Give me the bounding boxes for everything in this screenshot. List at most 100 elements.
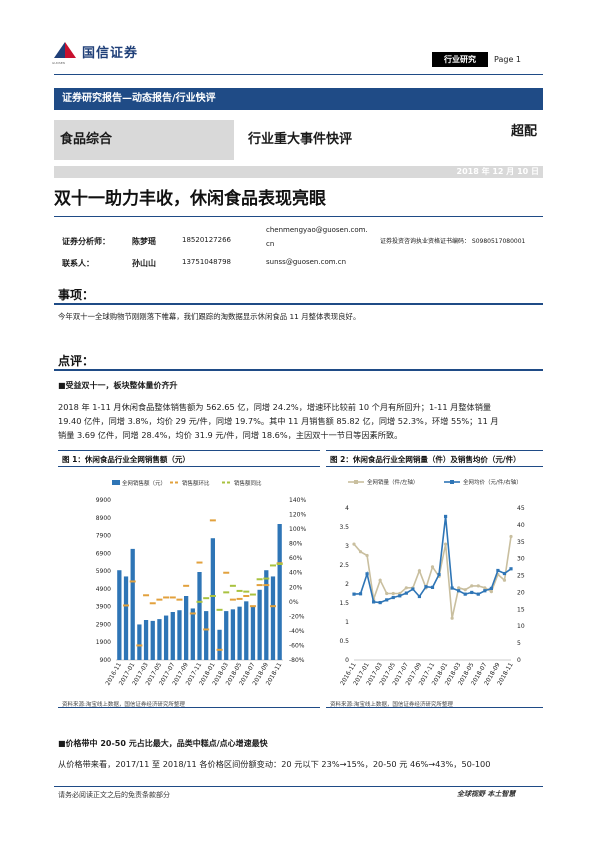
point bbox=[509, 567, 513, 571]
analyst-role: 证券分析师： bbox=[62, 237, 110, 246]
point bbox=[496, 568, 500, 573]
report-title: 双十一助力丰收，休闲食品表现亮眼 bbox=[54, 189, 326, 209]
y2-tick-label: 60% bbox=[289, 555, 303, 562]
point bbox=[443, 514, 448, 519]
bar bbox=[217, 629, 222, 660]
figure2-source: 资料来源:淘宝线上数据，国信证券经济研究所整理 bbox=[330, 702, 453, 708]
y2-tick-label: 140% bbox=[289, 497, 306, 504]
point bbox=[483, 589, 487, 593]
para1-line1: 2018 年 1-11 月休闲食品整体销售额为 562.65 亿，同增 24.2… bbox=[58, 402, 492, 412]
legend-label: 全网销售额（元） bbox=[122, 479, 166, 487]
footer-disclaimer: 请务必阅读正文之后的免责条款部分 bbox=[58, 791, 170, 799]
y2-tick-label: 45 bbox=[517, 505, 525, 512]
point bbox=[450, 616, 454, 620]
legend-marker bbox=[354, 480, 358, 484]
report-type-label: 行业研究 bbox=[432, 52, 488, 67]
title-rule bbox=[54, 216, 543, 217]
y2-tick-label: 80% bbox=[289, 541, 303, 548]
y-tick-label: 9900 bbox=[96, 497, 111, 504]
analyst-email-cont: cn bbox=[266, 240, 275, 248]
header-rule bbox=[54, 74, 543, 75]
matter-rule bbox=[54, 303, 543, 305]
bar bbox=[230, 609, 236, 660]
y-tick-label: 2900 bbox=[96, 621, 111, 628]
analyst-phone: 18520127266 bbox=[182, 236, 231, 244]
y-tick-label: 7900 bbox=[96, 533, 111, 540]
bar bbox=[170, 612, 175, 660]
bar bbox=[137, 624, 142, 660]
contact-name: 孙山山 bbox=[132, 259, 156, 268]
point bbox=[476, 584, 480, 588]
y-tick-label: 2.5 bbox=[339, 562, 349, 569]
y2-tick-label: 0 bbox=[517, 657, 521, 664]
contact-email[interactable]: sunss@guosen.com.cn bbox=[266, 258, 347, 266]
para2-line1: 从价格带来看，2017/11 至 2018/11 各价格区间份额变动：20 元以… bbox=[58, 759, 491, 769]
series-line bbox=[353, 536, 512, 619]
comment-title: 点评： bbox=[58, 354, 95, 368]
bar bbox=[197, 572, 202, 660]
para1-line2: 19.40 亿件，同增 3.8%，均价 29 元/件，同增 19.7%。其中 1… bbox=[58, 416, 499, 426]
bar bbox=[184, 596, 189, 660]
bar bbox=[190, 608, 195, 660]
point bbox=[430, 565, 435, 569]
point bbox=[391, 591, 395, 596]
figure1-chart: 全网销售额（元） 销售额环比 销售额同比 900 1900 2900 3900 4900 590… bbox=[96, 479, 307, 687]
y-tick-label: 4900 bbox=[96, 586, 111, 593]
point bbox=[378, 600, 382, 605]
y2-tick-label: 40% bbox=[289, 570, 303, 577]
bar bbox=[130, 548, 135, 660]
bar bbox=[270, 576, 276, 660]
point bbox=[358, 550, 363, 554]
header-report-type: 行业研究 Page 1 bbox=[432, 52, 542, 67]
y2-tick-label: 25 bbox=[517, 573, 525, 580]
y2-tick-label: 20% bbox=[289, 584, 303, 591]
bar bbox=[237, 606, 242, 660]
y-tick-label: 6900 bbox=[96, 550, 111, 557]
point bbox=[463, 592, 467, 596]
point bbox=[417, 594, 422, 599]
y-tick-label: 5900 bbox=[96, 568, 111, 575]
point bbox=[450, 586, 454, 590]
point bbox=[463, 588, 467, 592]
footer-slogan: 全球视野 本土智慧 bbox=[457, 790, 516, 798]
y-tick-label: 2 bbox=[345, 581, 349, 588]
point bbox=[443, 542, 448, 546]
legend-label: 全网均价（元/件/右轴） bbox=[463, 478, 522, 486]
page-number: Page 1 bbox=[494, 55, 521, 64]
analyst-name: 陈梦瑶 bbox=[132, 237, 156, 246]
analyst-license: 证券投资咨询执业资格证书编码： S0980517080001 bbox=[380, 238, 526, 245]
figure1-caption: 图 1：休闲食品行业全网销售额（元） bbox=[62, 455, 190, 464]
figure1-frame bbox=[58, 450, 320, 708]
legend-marker bbox=[450, 480, 454, 484]
y-tick-label: 0 bbox=[345, 657, 349, 664]
y2-tick-label: -80% bbox=[289, 657, 305, 664]
bar bbox=[123, 576, 129, 660]
y-tick-label: 4 bbox=[345, 505, 349, 512]
category-row: 食品综合 行业重大事件快评 超配 bbox=[54, 120, 543, 160]
bar bbox=[277, 524, 282, 660]
point bbox=[358, 592, 363, 596]
point bbox=[378, 578, 382, 582]
comment-rule bbox=[54, 369, 543, 371]
figure2-frame bbox=[326, 450, 543, 708]
point bbox=[365, 553, 369, 558]
contact-role: 联系人： bbox=[62, 259, 94, 268]
y2-tick-label: 20 bbox=[517, 589, 525, 596]
y2-tick-label: 10 bbox=[517, 623, 525, 630]
point bbox=[502, 571, 507, 576]
figure2-caption: 图 2：休闲食品行业全网销量（件）及销售均价（元/件） bbox=[330, 455, 521, 464]
legend-label: 销售额同比 bbox=[234, 479, 262, 487]
logo-subtext: GUOSEN bbox=[52, 61, 65, 65]
y-tick-label: 8900 bbox=[96, 515, 111, 522]
point bbox=[391, 595, 395, 600]
bar bbox=[143, 620, 149, 660]
point bbox=[502, 578, 507, 582]
bar bbox=[150, 620, 155, 660]
analyst-email[interactable]: chenmengyao@guosen.com. bbox=[266, 226, 368, 234]
y2-tick-label: 40 bbox=[517, 522, 525, 529]
figure1-source: 资料来源:淘宝线上数据，国信证券经济研究所整理 bbox=[62, 702, 185, 708]
point bbox=[457, 589, 461, 593]
y2-tick-label: 100% bbox=[289, 526, 306, 533]
point bbox=[489, 586, 493, 590]
point bbox=[489, 590, 493, 594]
